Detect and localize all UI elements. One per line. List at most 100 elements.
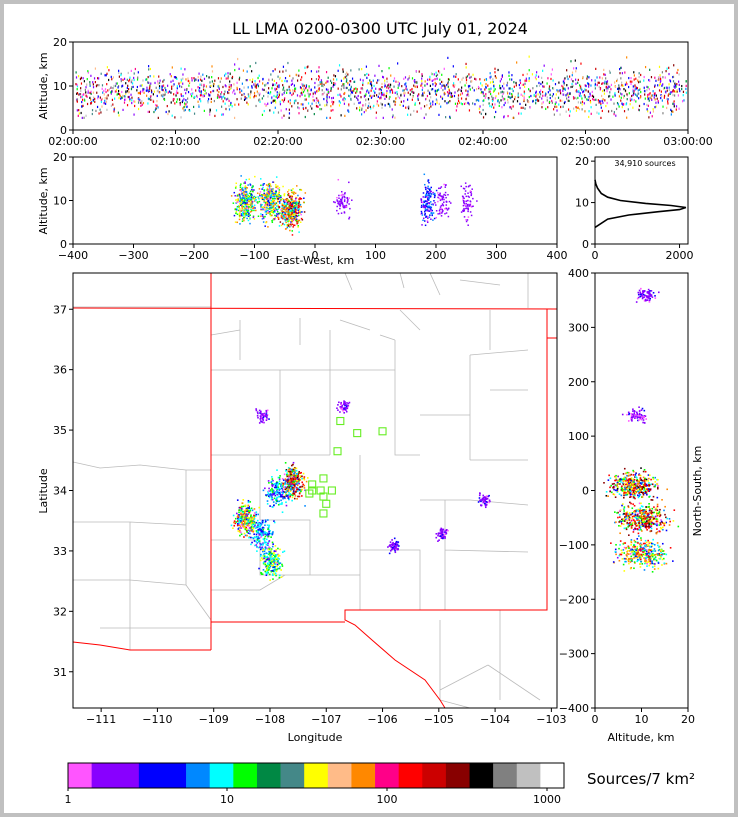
time-source-mark [510,107,513,110]
ew-source-mark [443,198,445,201]
ew-source-mark [295,214,297,217]
time-source-mark [153,110,155,114]
time-source-mark [371,87,373,90]
ew-source-mark [291,218,293,220]
ew-source-mark [261,213,264,216]
map-source-mark [277,547,279,550]
time-source-mark [258,99,260,102]
map-source-mark [265,572,267,574]
ew-source-mark [347,200,349,202]
ew-source-mark [426,208,429,211]
time-source-mark [244,95,246,99]
map-source-mark [250,514,252,516]
time-source-mark [628,92,630,95]
time-source-mark [75,83,77,86]
map-source-mark [248,536,250,539]
time-source-mark [377,79,379,82]
ew-source-mark [293,211,295,213]
ew-source-mark [270,192,272,195]
time-source-mark [422,92,424,95]
time-source-mark [170,75,172,78]
time-source-mark [319,103,321,107]
ew-source-mark [281,215,283,218]
time-source-mark [375,111,377,114]
ew-source-mark [424,205,426,207]
time-source-mark [552,108,555,111]
time-source-mark [492,98,494,101]
map-source-mark [261,421,264,423]
map-source-mark [273,520,275,522]
time-source-mark [194,78,196,81]
time-source-mark [289,89,291,92]
time-source-mark [603,92,606,95]
time-source-mark [75,76,78,79]
map-source-mark [250,518,253,521]
time-source-mark [146,94,148,97]
time-source-mark [298,112,300,115]
map-source-mark [439,530,442,532]
ew-source-mark [283,215,285,217]
map-source-mark [248,507,251,509]
time-source-mark [678,73,680,76]
ew-source-mark [423,183,426,186]
time-source-mark [350,69,352,72]
time-source-mark [102,91,104,94]
time-source-mark [499,87,501,90]
time-source-mark [544,94,546,97]
map-source-mark [243,536,245,538]
map-source-mark [234,517,237,520]
east-west-axes [72,156,558,245]
time-source-mark [449,95,451,99]
ew-source-mark [276,205,278,207]
ew-source-mark [469,203,471,206]
time-source-mark [507,95,509,98]
ew-source-mark [267,205,270,207]
map-source-mark [291,477,293,480]
time-source-mark [214,79,216,82]
ew-source-mark [268,202,271,204]
ew-source-mark [249,203,252,206]
time-source-mark [92,99,94,102]
time-source-mark [345,86,347,90]
time-source-mark [498,104,500,107]
time-source-mark [453,75,455,78]
ew-source-mark [247,195,250,198]
ew-source-mark [289,201,291,203]
time-source-mark [610,83,613,87]
map-source-mark [284,478,287,480]
ew-source-mark [469,184,471,187]
time-source-mark [661,84,663,87]
time-source-mark [522,83,525,86]
time-source-mark [273,94,275,98]
time-source-mark [632,88,634,91]
map-source-mark [240,520,242,522]
map-source-mark [278,489,281,491]
ew-source-mark [243,200,246,203]
map-source-mark [253,517,256,520]
time-source-mark [472,102,474,105]
time-source-mark [238,78,240,81]
map-source-mark [253,514,255,517]
time-source-mark [638,97,640,100]
ew-source-mark [271,196,274,198]
map-source-mark [288,476,291,479]
time-source-mark [128,88,130,91]
time-source-mark [261,113,264,116]
time-source-mark [332,96,335,100]
map-source-mark [263,540,266,542]
time-source-mark [491,103,494,106]
time-source-mark [175,91,178,95]
time-source-mark [303,89,305,92]
time-source-mark [561,84,563,88]
ew-source-mark [240,201,243,204]
time-source-mark [629,99,632,102]
time-source-mark [105,90,107,94]
map-source-mark [292,468,294,471]
ew-source-mark [281,204,284,207]
time-source-mark [147,81,149,84]
time-altitude-axes [72,41,689,131]
ew-source-mark [424,211,426,213]
time-source-mark [499,80,501,83]
map-source-mark [271,533,274,536]
time-source-mark [655,94,657,97]
